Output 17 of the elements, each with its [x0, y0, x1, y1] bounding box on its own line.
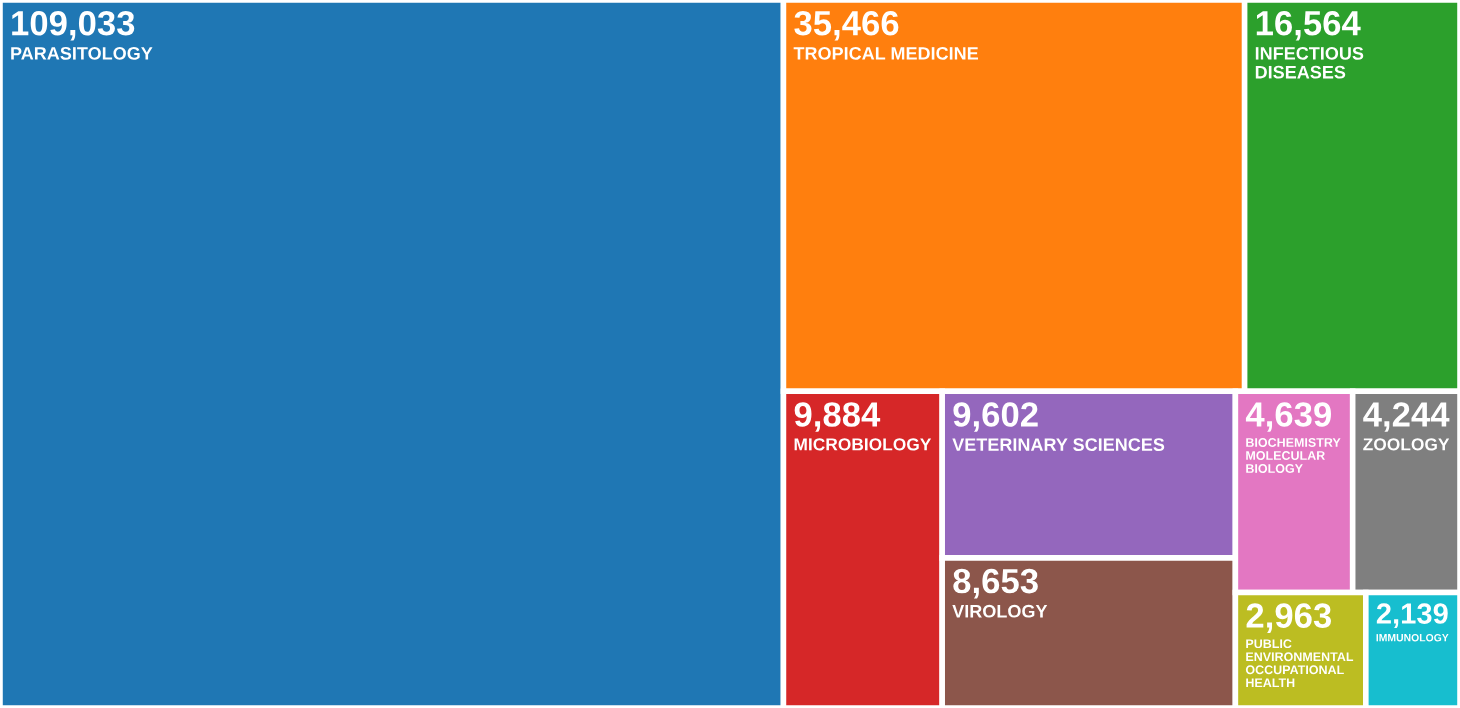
data-label: 9,884 — [794, 402, 881, 432]
category-label: PARASITOLOGY — [11, 46, 153, 60]
category-label: MICROBIOLOGY — [794, 438, 932, 451]
data-label: 2,963 — [1246, 603, 1332, 633]
category-label: VIROLOGY — [952, 604, 1048, 618]
category-label: TROPICAL MEDICINE — [793, 46, 979, 60]
data-label: 4,244 — [1363, 402, 1450, 432]
category-label: VETERINARY SCIENCES — [952, 438, 1165, 452]
data-label: 9,602 — [953, 402, 1038, 432]
data-label: 8,653 — [953, 568, 1038, 599]
data-label: 2,139 — [1376, 603, 1448, 629]
category-label: ZOOLOGY — [1363, 438, 1450, 451]
data-label: 35,466 — [794, 10, 899, 41]
data-label: 109,033 — [12, 10, 135, 41]
category-label: INFECTIOUS DISEASES — [1255, 46, 1364, 79]
data-label: 16,564 — [1256, 10, 1361, 41]
data-label: 4,639 — [1245, 402, 1331, 432]
